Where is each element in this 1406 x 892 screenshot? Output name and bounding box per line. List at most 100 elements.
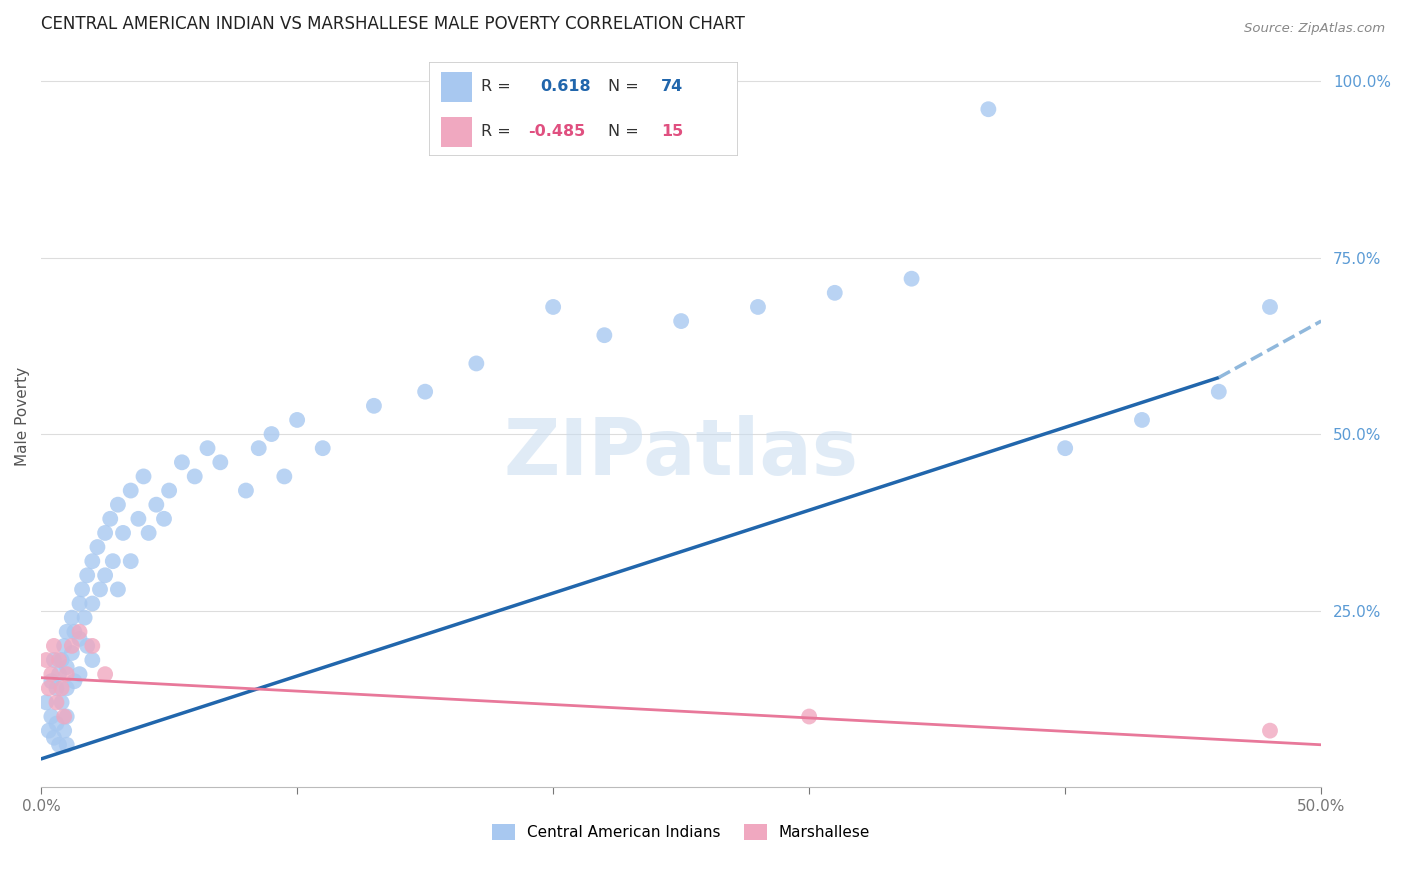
Point [799,709,821,723]
Point [747,300,769,314]
Point [69,632,91,646]
Point [45,716,67,731]
Text: Source: ZipAtlas.com: Source: ZipAtlas.com [1244,22,1385,36]
Point [70,582,93,597]
Point [235,483,257,498]
Text: -0.485: -0.485 [527,124,585,139]
Point [1208,384,1230,399]
Point [465,356,488,370]
Point [183,469,205,483]
Point [107,498,129,512]
Point [53,723,76,738]
Point [132,469,155,483]
Bar [441,72,472,102]
Text: N =: N = [609,124,638,139]
Point [157,483,180,498]
Point [69,624,91,639]
Point [593,328,616,343]
Y-axis label: Male Poverty: Male Poverty [15,367,30,466]
Bar [441,117,472,147]
Text: 15: 15 [661,124,683,139]
Point [209,455,232,469]
Text: R =: R = [481,79,512,95]
Point [82,639,104,653]
Text: 74: 74 [661,79,683,95]
Point [51,653,73,667]
Point [977,102,1000,116]
Point [73,610,96,624]
Point [60,610,83,624]
Point [41,667,63,681]
Point [48,738,70,752]
Point [76,639,98,653]
Point [127,512,149,526]
Point [94,568,117,582]
Point [247,441,270,455]
Point [197,441,219,455]
Point [1258,723,1281,738]
Point [45,695,67,709]
Point [669,314,692,328]
Point [120,483,142,498]
Point [138,525,160,540]
Point [1130,413,1153,427]
Point [41,709,63,723]
Point [55,660,77,674]
Point [82,554,104,568]
FancyBboxPatch shape [429,62,738,156]
Point [101,554,124,568]
Legend: Central American Indians, Marshallese: Central American Indians, Marshallese [486,818,876,847]
Text: CENTRAL AMERICAN INDIAN VS MARSHALLESE MALE POVERTY CORRELATION CHART: CENTRAL AMERICAN INDIAN VS MARSHALLESE M… [41,15,745,33]
Point [312,441,335,455]
Point [42,639,65,653]
Point [82,597,104,611]
Point [120,554,142,568]
Point [42,653,65,667]
Point [76,568,98,582]
Point [55,681,77,696]
Point [1258,300,1281,314]
Point [107,582,129,597]
Point [55,667,77,681]
Point [86,540,108,554]
Point [51,681,73,696]
Point [69,597,91,611]
Point [824,285,846,300]
Point [35,653,58,667]
Point [63,624,86,639]
Point [42,731,65,745]
Point [53,709,76,723]
Point [60,646,83,660]
Point [60,639,83,653]
Point [413,384,436,399]
Point [89,582,111,597]
Point [145,498,167,512]
Text: R =: R = [481,124,512,139]
Point [94,667,117,681]
Point [170,455,193,469]
Point [63,674,86,689]
Point [541,300,564,314]
Point [363,399,385,413]
Point [900,271,922,285]
Point [51,695,73,709]
Point [153,512,176,526]
Text: N =: N = [609,79,638,95]
Point [98,512,121,526]
Point [35,695,58,709]
Point [273,469,295,483]
Point [260,427,283,442]
Point [94,525,117,540]
Text: ZIPatlas: ZIPatlas [503,416,859,491]
Text: 0.618: 0.618 [540,79,591,95]
Point [112,525,135,540]
Point [41,674,63,689]
Point [285,413,308,427]
Point [48,667,70,681]
Point [55,624,77,639]
Point [1054,441,1077,455]
Point [48,653,70,667]
Point [38,681,60,696]
Point [45,681,67,696]
Point [82,653,104,667]
